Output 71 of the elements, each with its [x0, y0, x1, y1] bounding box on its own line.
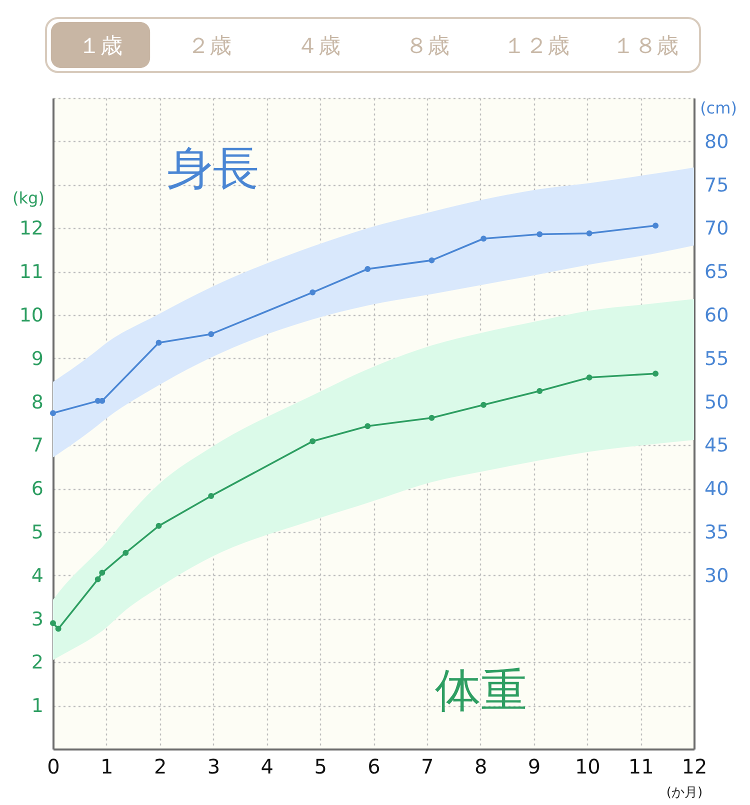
x-tick-label: 4	[260, 754, 274, 778]
point	[428, 414, 435, 421]
y2-axis-title: (cm)	[700, 98, 737, 118]
x-tick-label: 6	[368, 754, 380, 778]
x-tick-label: 12	[682, 754, 708, 778]
category-label: １歳	[78, 34, 122, 59]
point	[122, 550, 129, 556]
x-tick-label: 8	[474, 754, 488, 778]
y2-tick-label: 70	[704, 218, 729, 240]
point	[364, 423, 371, 430]
category-label: ２歳	[188, 34, 232, 59]
category-label: ４歳	[296, 34, 340, 59]
point	[364, 266, 371, 272]
point	[208, 331, 214, 338]
y2-tick-label: 50	[704, 391, 729, 414]
y-tick-label: 7	[31, 434, 44, 457]
y2-tick-label: 35	[704, 522, 729, 544]
y2-tick-label: 30	[704, 564, 729, 587]
category-label: ８歳	[406, 34, 450, 59]
y-tick-label: 10	[19, 304, 44, 326]
y-tick-label: 3	[31, 608, 44, 630]
x-tick-label: 0	[47, 754, 60, 778]
y2-tick-label: 80	[704, 130, 729, 153]
x-tick-label: 11	[628, 754, 654, 778]
y2-tick-label: 45	[704, 434, 729, 457]
x-axis-title: (か月)	[666, 786, 703, 800]
point	[156, 340, 162, 346]
y2-tick-label: 55	[704, 348, 729, 370]
point	[480, 402, 487, 408]
y-tick-label: 6	[31, 478, 44, 500]
y-tick-label: 4	[31, 564, 44, 587]
point	[94, 576, 101, 582]
y-tick-label: 12	[19, 218, 44, 240]
y2-tick-label: 40	[704, 478, 729, 500]
y-tick-label: 9	[31, 348, 44, 370]
y-tick-label: 11	[19, 261, 44, 284]
y2-tick-label: 75	[704, 174, 729, 196]
point	[50, 620, 56, 626]
y2-tick-label: 65	[704, 261, 729, 284]
text: 身長	[167, 141, 259, 195]
category-label: １８歳	[612, 34, 678, 59]
point	[652, 370, 659, 377]
x-tick-label: 7	[421, 754, 434, 778]
point	[428, 257, 435, 264]
text: 体重	[435, 663, 527, 717]
point	[208, 492, 214, 499]
y-tick-label: 1	[31, 695, 44, 718]
x-tick-label: 5	[314, 754, 327, 778]
y-tick-label: 5	[31, 522, 44, 544]
point	[50, 410, 56, 416]
point	[310, 438, 316, 444]
y-axis-title: (kg)	[12, 188, 44, 208]
point	[99, 570, 106, 576]
y-tick-label: 8	[31, 391, 44, 414]
point	[586, 230, 592, 236]
category-label: １２歳	[504, 34, 570, 59]
y-tick-label: 2	[31, 652, 44, 674]
y2-tick-label: 60	[704, 304, 729, 326]
point	[586, 374, 592, 380]
point	[480, 236, 487, 242]
x-tick-label: 1	[100, 754, 114, 778]
x-tick-label: 3	[207, 754, 220, 778]
point	[536, 231, 543, 238]
x-tick-label: 10	[574, 754, 600, 778]
point	[156, 522, 162, 529]
point	[310, 289, 316, 296]
point	[55, 626, 62, 632]
x-tick-label: 9	[528, 754, 541, 778]
point	[536, 388, 543, 394]
x-tick-label: 2	[154, 754, 167, 778]
point	[652, 222, 659, 229]
